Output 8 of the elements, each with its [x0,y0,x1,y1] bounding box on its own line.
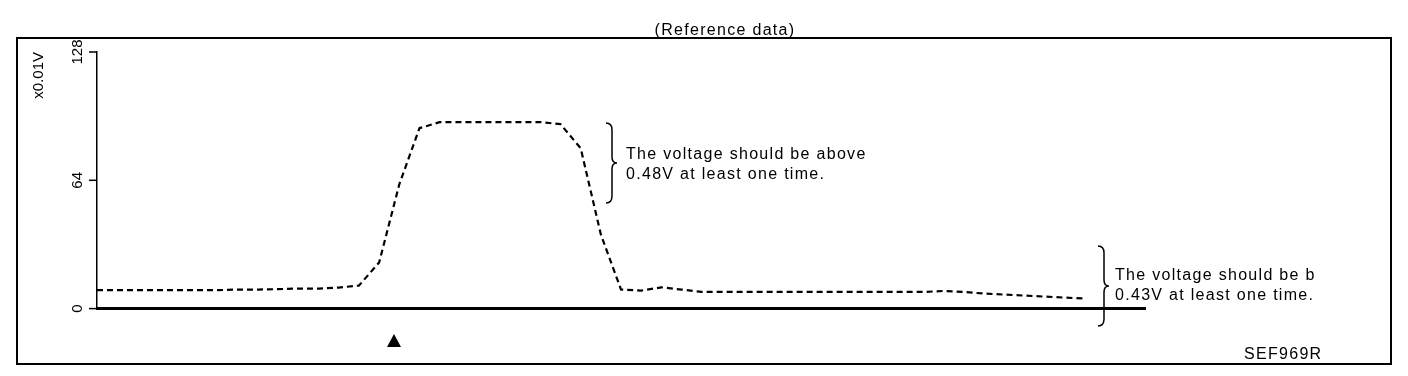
chart-title: (Reference data) [653,20,797,40]
y-tick-label: 128 [67,39,85,65]
y-tick-label: 64 [67,171,85,189]
y-axis-title: x0.01V [29,52,47,99]
annotation: The voltage should be above 0.48V at least one time. [626,144,868,184]
text: SEF969R [1244,344,1323,364]
y-tick-label: 0 [67,304,85,313]
annotation: The voltage should be b 0.43V at least one time. [1115,265,1317,305]
